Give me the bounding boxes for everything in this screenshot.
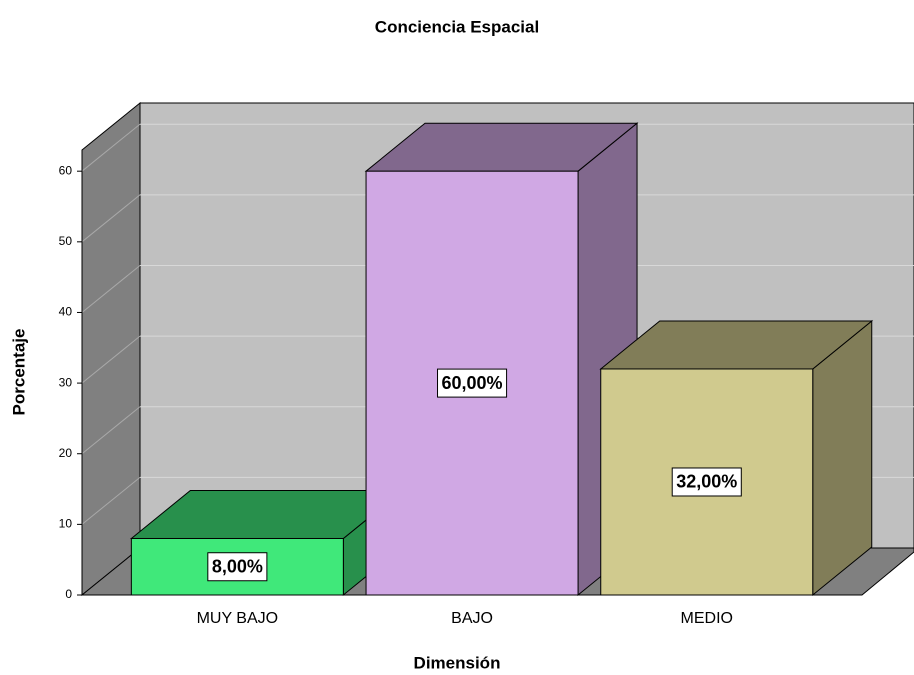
y-tick-label: 30 bbox=[59, 375, 73, 389]
y-tick-label: 50 bbox=[59, 234, 73, 248]
value-label-box bbox=[207, 552, 268, 582]
y-tick-label: 60 bbox=[59, 163, 73, 177]
value-label: 8,00% bbox=[212, 556, 263, 576]
left-wall bbox=[81, 101, 141, 597]
grid-line bbox=[81, 335, 141, 384]
grid-line bbox=[81, 476, 141, 525]
bar bbox=[364, 122, 639, 597]
y-axis-title: Porcentaje bbox=[9, 329, 28, 416]
y-tick-label: 20 bbox=[59, 446, 73, 460]
grid-line bbox=[81, 406, 141, 455]
x-tick-label: MUY BAJO bbox=[197, 610, 279, 627]
bar-front bbox=[130, 537, 344, 596]
y-tick-label: 0 bbox=[65, 587, 72, 601]
x-tick-label: BAJO bbox=[451, 610, 493, 627]
y-tick-label: 40 bbox=[59, 305, 73, 319]
value-label: 60,00% bbox=[442, 373, 503, 393]
y-tick-label: 10 bbox=[59, 517, 73, 531]
value-label: 32,00% bbox=[676, 472, 737, 492]
chart-title: Conciencia Espacial bbox=[375, 17, 539, 36]
value-label-box bbox=[437, 368, 508, 398]
x-axis-title: Dimensión bbox=[414, 653, 501, 672]
bar bbox=[599, 319, 874, 597]
grid-line bbox=[81, 123, 141, 172]
value-label-box bbox=[671, 467, 742, 497]
grid-line bbox=[81, 194, 141, 243]
grid-line bbox=[81, 265, 141, 313]
x-tick-label: MEDIO bbox=[681, 610, 733, 627]
